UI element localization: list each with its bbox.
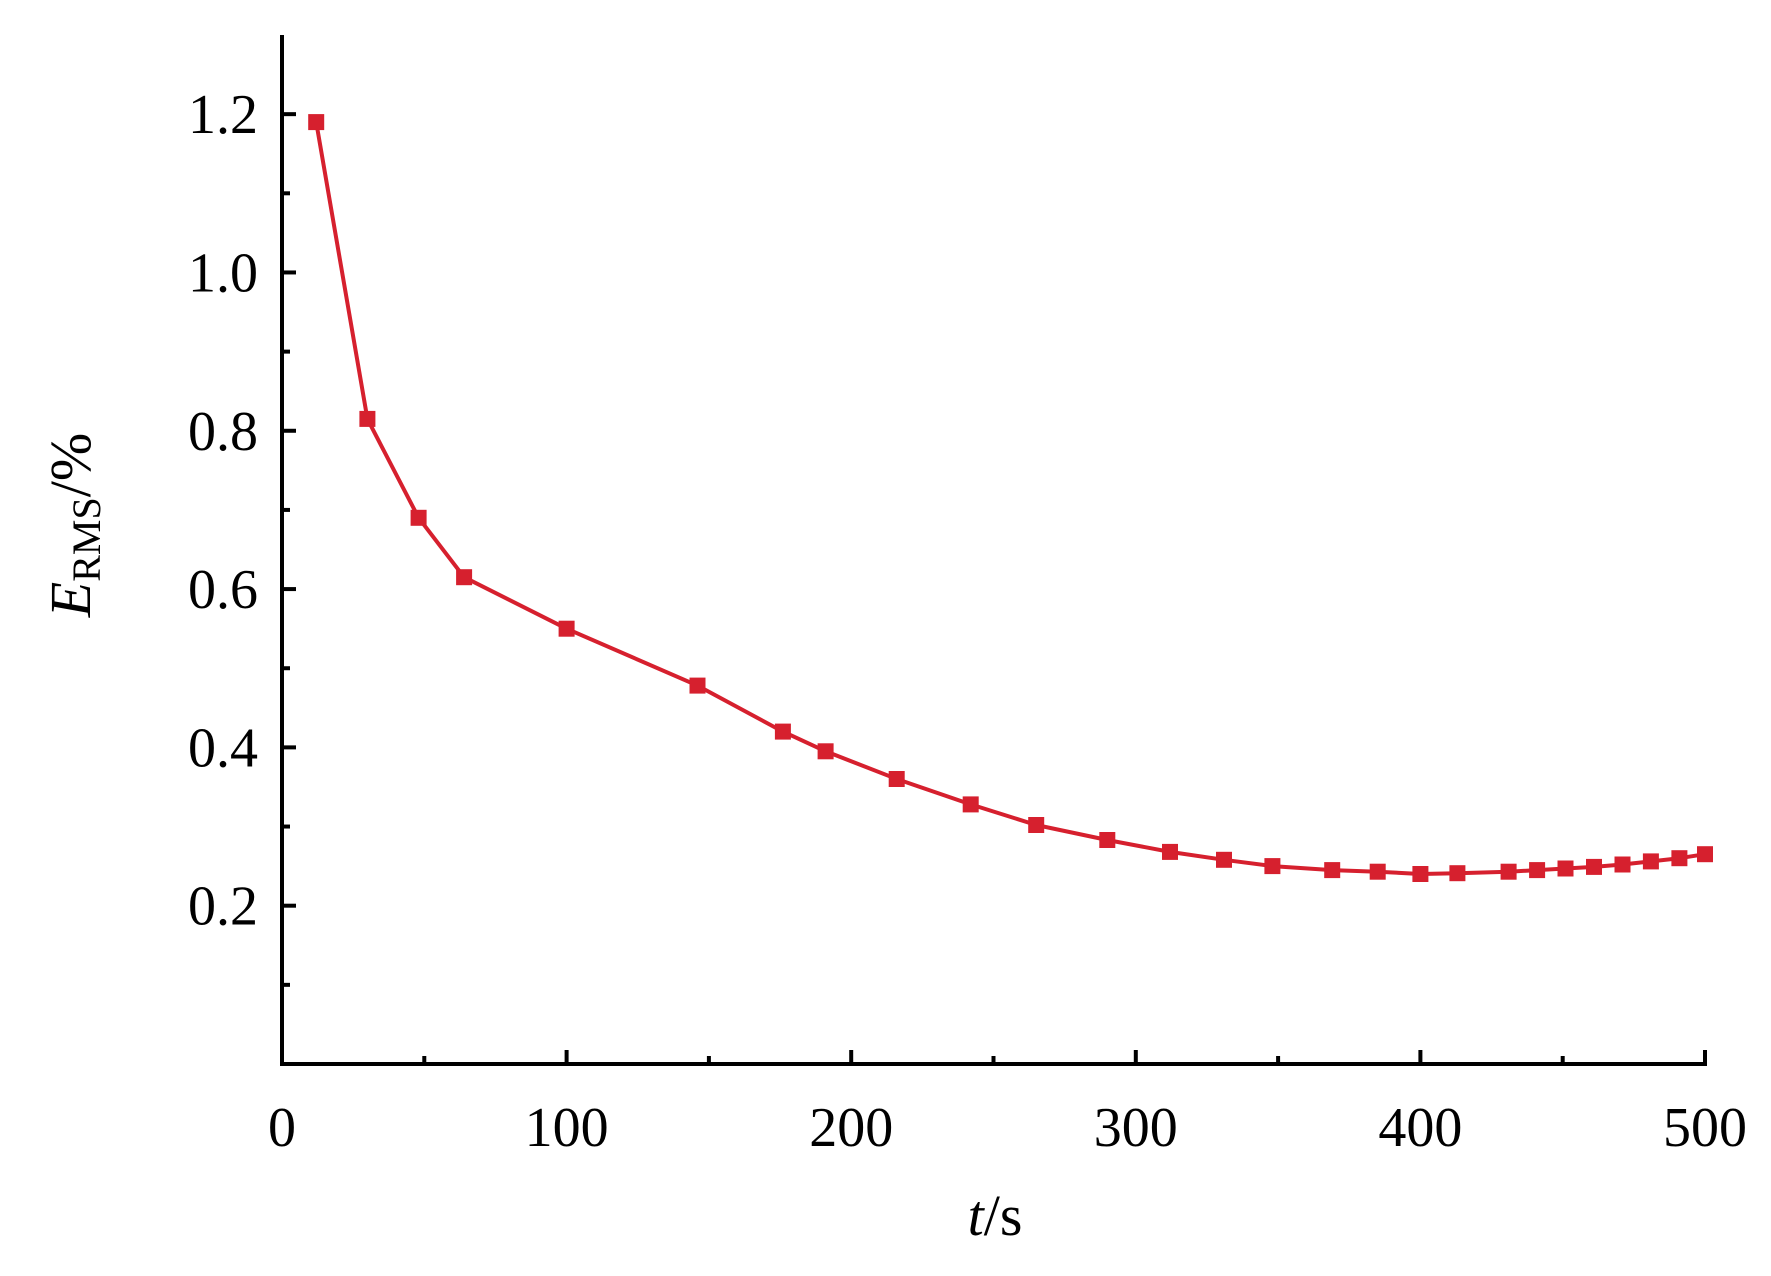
- x-tick-label: 500: [1663, 1097, 1747, 1159]
- data-point: [1324, 862, 1341, 879]
- y-axis-title: ERMS/%: [38, 433, 109, 618]
- y-tick-label: 0.2: [188, 876, 258, 938]
- data-point: [558, 620, 575, 637]
- plot-area: 0.2 0.4 0.6 0.8 1.0 1.2 0 100 200 300 400 500: [188, 35, 1747, 1159]
- data-point: [1697, 846, 1713, 863]
- data-point: [1500, 863, 1517, 880]
- data-point: [1264, 858, 1281, 875]
- x-tick-label: 200: [809, 1097, 893, 1159]
- x-tick-label: 100: [525, 1097, 609, 1159]
- data-point: [359, 410, 376, 427]
- data-point: [456, 569, 473, 586]
- y-tick-label: 1.0: [188, 242, 258, 304]
- data-point: [1162, 843, 1178, 860]
- data-point: [774, 723, 791, 740]
- data-point: [817, 743, 834, 760]
- data-point: [1586, 858, 1602, 875]
- data-point: [1216, 851, 1232, 868]
- data-point: [1369, 863, 1386, 880]
- series-line: [314, 121, 1706, 876]
- y-tick-label: 1.2: [188, 84, 258, 146]
- x-tick-label: 0: [268, 1097, 296, 1159]
- data-point: [1557, 860, 1574, 877]
- data-point: [1028, 817, 1045, 833]
- data-point: [1529, 862, 1546, 879]
- data-point: [308, 114, 325, 131]
- data-point: [1614, 856, 1631, 873]
- data-point: [962, 796, 979, 813]
- data-point: [410, 509, 427, 526]
- data-point: [689, 677, 706, 694]
- data-point: [1412, 866, 1429, 882]
- data-point: [1449, 865, 1466, 882]
- y-tick-label: 0.4: [188, 717, 258, 779]
- y-tick-label: 0.6: [188, 559, 258, 621]
- x-tick-label: 300: [1094, 1097, 1178, 1159]
- x-tick-label: 400: [1378, 1097, 1462, 1159]
- x-axis-title: t/s: [968, 1183, 1023, 1248]
- data-point: [888, 771, 905, 787]
- y-tick-label: 0.8: [188, 401, 258, 463]
- data-point: [1642, 853, 1659, 870]
- data-point: [1099, 832, 1116, 848]
- data-point: [1671, 850, 1688, 867]
